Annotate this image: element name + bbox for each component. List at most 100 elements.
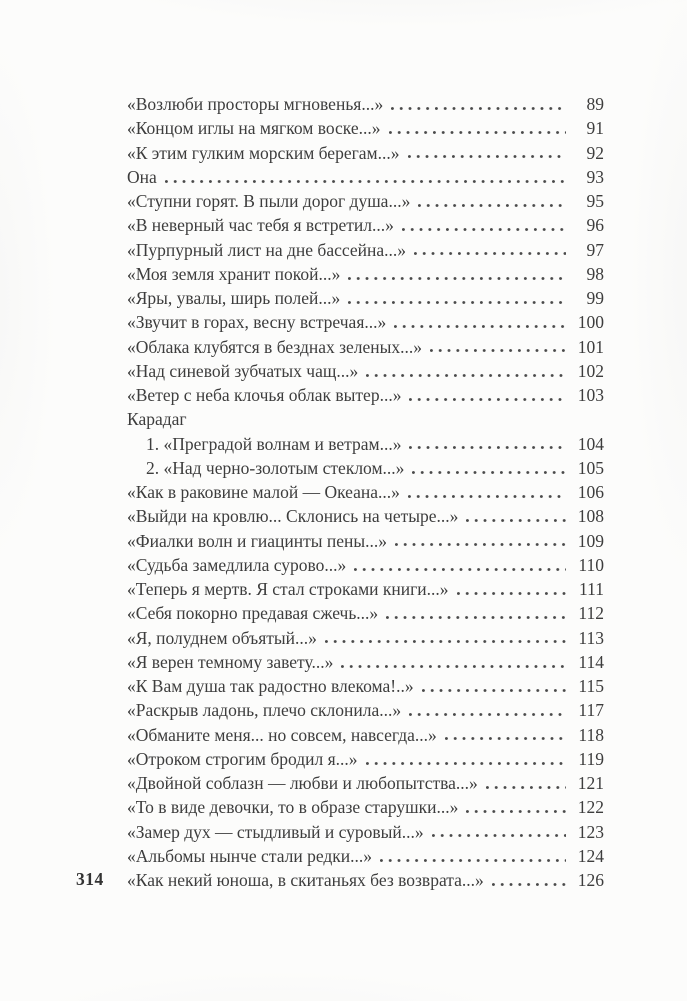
entry-page-number: 123: [577, 821, 604, 842]
entry-title: «Концом иглы на мягком воске...»: [127, 118, 381, 139]
toc-entry-row: «Я верен темному завету...» 114: [127, 650, 604, 674]
entry-page-number: 100: [577, 312, 604, 333]
toc-entry-row: «Облака клубятся в безднах зеленых...» 10…: [127, 335, 604, 359]
entry-page-number: 92: [586, 142, 605, 163]
section-heading-label: Карадаг: [127, 409, 187, 430]
toc-entry-row: «Выйди на кровлю... Склонись на четыре..…: [127, 504, 604, 528]
dot-leader: [347, 300, 566, 304]
toc-entry-row: «Пурпурный лист на дне бассейна...» 97: [127, 238, 604, 262]
toc-entry-row: «Обманите меня... но совсем, навсегда...…: [127, 723, 604, 747]
entry-title: «Над синевой зубчатых чащ...»: [127, 360, 359, 381]
entry-page-number: 109: [577, 530, 604, 551]
toc-entry-row: «Ступни горят. В пыли дорог душа...» 95: [127, 189, 604, 213]
entry-title: «Пурпурный лист на дне бассейна...»: [127, 239, 406, 260]
entry-page-number: 115: [578, 676, 604, 696]
entry-page-number: 98: [586, 263, 605, 284]
entry-title: «Себя покорно предавая сжечь...»: [127, 603, 379, 624]
dot-leader: [408, 712, 566, 717]
entry-title: «Обманите меня... но совсем, навсегда...…: [127, 724, 437, 745]
entry-title: «К Вам душа так радостно влекома!..»: [127, 676, 414, 696]
entry-title: «Ступни горят. В пыли дорог душа...»: [127, 191, 411, 211]
dot-leader: [408, 397, 566, 401]
entry-page-number: 89: [586, 94, 605, 114]
dot-leader: [379, 857, 566, 862]
entry-title: «К этим гулким морским берегам...»: [127, 142, 400, 163]
toc-section-heading: Карадаг: [127, 407, 604, 431]
dot-leader: [430, 833, 566, 838]
entry-page-number: 106: [577, 482, 604, 502]
toc-entry-row: «К Вам душа так радостно влекома!..» 115: [127, 674, 604, 698]
dot-leader: [390, 106, 566, 110]
dot-leader: [406, 154, 566, 159]
toc-entry-row: «Себя покорно предавая сжечь...» 112: [127, 601, 604, 625]
dot-leader: [365, 372, 566, 377]
toc-entry-row: «Возлюби просторы мгновенья...» 89: [127, 92, 604, 116]
dot-leader: [394, 542, 566, 547]
toc-entry-row: «Яры, увалы, ширь полей...» 99: [127, 286, 604, 310]
entry-page-number: 121: [577, 773, 604, 793]
toc-entry-row: «К этим гулким морским берегам...» 92: [127, 141, 604, 165]
dot-leader: [455, 591, 566, 595]
dot-leader: [340, 663, 566, 668]
dot-leader: [393, 324, 566, 329]
entry-title: Она: [127, 166, 157, 187]
entry-page-number: 102: [577, 360, 604, 381]
entry-page-number: 95: [586, 191, 605, 211]
toc-entry-row: «Замер дух — стыдливый и суровый...» 123: [127, 820, 604, 844]
entry-title: «Теперь я мертв. Я стал строками книги..…: [127, 579, 449, 599]
dot-leader: [408, 445, 566, 450]
toc-subentry-row: 2. «Над черно-золотым стеклом...» 105: [127, 456, 604, 480]
entry-title: «Ветер с неба клочья облак вытер...»: [127, 385, 402, 405]
entry-page-number: 112: [578, 603, 604, 624]
toc-entry-row: «То в виде девочки, то в образе старушки…: [127, 795, 604, 819]
toc-entry-row: Она 93: [127, 165, 604, 189]
entry-title: 1. «Преградой волнам и ветрам...»: [146, 433, 402, 454]
dot-leader: [385, 615, 566, 620]
dot-leader: [387, 130, 566, 135]
toc-entry-row: «В неверный час тебя я встретил...» 96: [127, 213, 604, 237]
dot-leader: [420, 688, 566, 692]
entry-title: «Звучит в горах, весну встречая...»: [127, 312, 387, 333]
entry-page-number: 118: [578, 724, 604, 745]
dot-leader: [323, 639, 566, 644]
entry-title: «Моя земля хранит покой...»: [127, 263, 341, 284]
toc-entry-row: «Ветер с неба клочья облак вытер...» 103: [127, 383, 604, 407]
entry-title: «Замер дух — стыдливый и суровый...»: [127, 821, 424, 842]
page-folio-number: 314: [76, 869, 104, 889]
dot-leader: [490, 882, 566, 886]
toc-entry-row: «Я, полуднем объятый...» 113: [127, 626, 604, 650]
dot-leader: [400, 227, 566, 232]
entry-title: «То в виде девочки, то в образе старушки…: [127, 797, 459, 818]
entry-title: «Фиалки волн и гиацинты пены...»: [127, 530, 388, 551]
entry-page-number: 105: [577, 457, 604, 478]
table-of-contents: «Возлюби просторы мгновенья...» 89 «Концом…: [127, 92, 604, 892]
entry-title: «Как некий юноша, в скитаньях без возвра…: [127, 870, 484, 890]
toc-entry-row: «Фиалки волн и гиацинты пены...» 109: [127, 529, 604, 553]
entry-page-number: 114: [578, 651, 604, 672]
entry-title: «Возлюби просторы мгновенья...»: [127, 94, 384, 114]
entry-page-number: 96: [586, 215, 605, 236]
entry-page-number: 113: [578, 627, 604, 648]
entry-title: «Облака клубятся в безднах зеленых...»: [127, 336, 423, 357]
entry-page-number: 101: [577, 336, 604, 357]
entry-page-number: 104: [577, 433, 604, 454]
toc-entry-row: «Моя земля хранит покой...» 98: [127, 262, 604, 286]
toc-entry-row: «Как в раковине малой — Океана...» 106: [127, 480, 604, 504]
entry-page-number: 99: [586, 288, 605, 308]
entry-page-number: 117: [578, 700, 604, 721]
entry-title: «Я, полуднем объятый...»: [127, 627, 317, 648]
dot-leader: [163, 178, 566, 183]
entry-title: «Судьба замедлила сурово...»: [127, 554, 347, 575]
entry-title: «Как в раковине малой — Океана...»: [127, 482, 400, 502]
toc-entry-row: «Двойной соблазн — любви и любопытства..…: [127, 771, 604, 795]
entry-page-number: 111: [579, 579, 604, 599]
dot-leader: [411, 469, 566, 474]
dot-leader: [484, 785, 566, 789]
entry-title: «Я верен темному завету...»: [127, 651, 334, 672]
dot-leader: [417, 203, 566, 207]
dot-leader: [353, 566, 566, 571]
toc-entry-row: «Над синевой зубчатых чащ...» 102: [127, 359, 604, 383]
entry-page-number: 103: [577, 385, 604, 405]
dot-leader: [429, 348, 566, 353]
